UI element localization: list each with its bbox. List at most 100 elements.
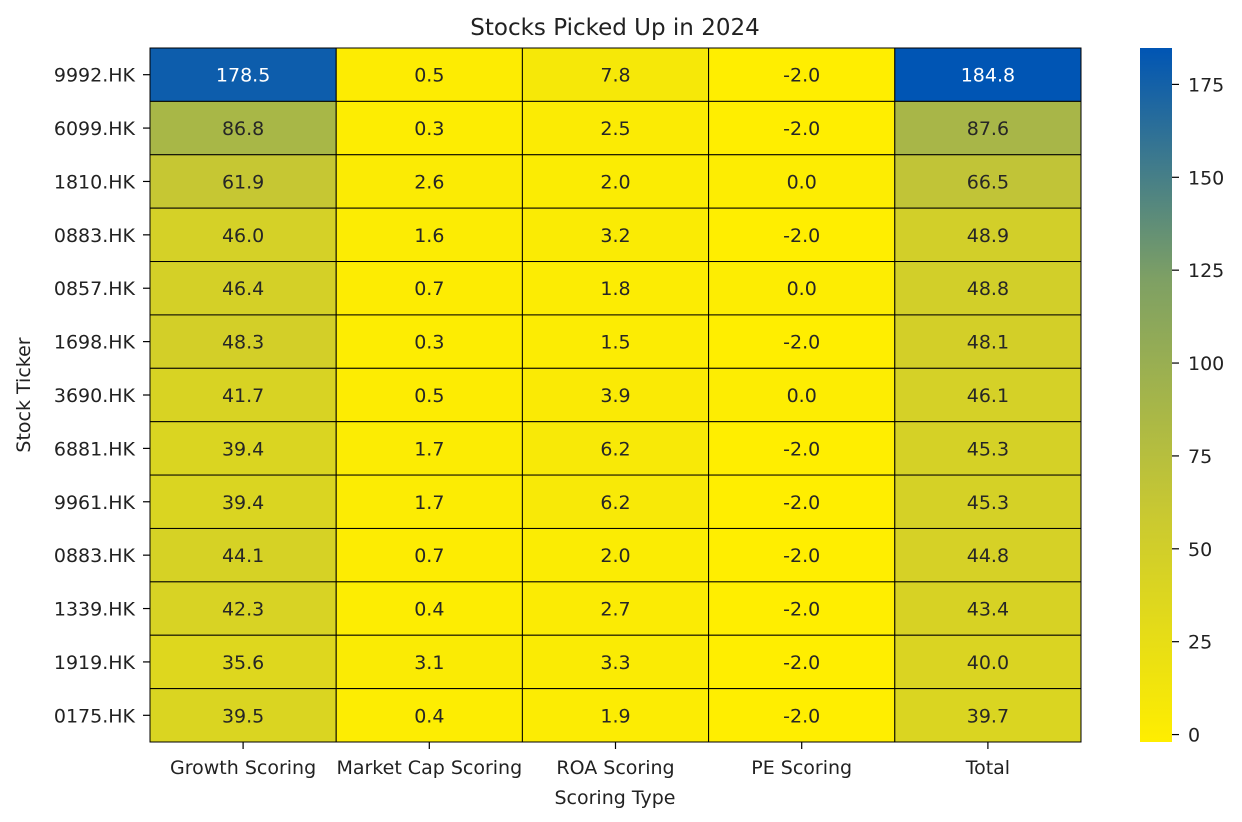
heatmap-cell (708, 688, 896, 743)
cell-value-label: 44.8 (967, 545, 1009, 567)
heatmap-cell (335, 207, 523, 263)
heatmap-cell (335, 47, 523, 102)
y-tick-label: 1810.HK (54, 171, 136, 193)
cell-value-label: 86.8 (222, 118, 264, 140)
chart-title: Stocks Picked Up in 2024 (470, 15, 759, 41)
cell-value-label: 0.7 (414, 278, 444, 300)
cell-value-label: 87.6 (967, 118, 1009, 140)
cell-value-label: 2.5 (600, 118, 630, 140)
heatmap-cell (894, 261, 1082, 316)
heatmap-cell (521, 100, 710, 156)
cell-value-label: 66.5 (967, 171, 1009, 193)
colorbar-tick-label: 125 (1188, 260, 1224, 282)
cell-value-label: 0.5 (414, 65, 444, 87)
cell-value-label: -2.0 (783, 332, 820, 354)
cell-value-label: 35.6 (222, 652, 264, 674)
cell-value-label: 3.1 (414, 652, 444, 674)
heatmap-cell (335, 634, 523, 690)
heatmap-cell (521, 154, 710, 209)
cell-value-label: 41.7 (222, 385, 264, 407)
y-tick-label: 0883.HK (54, 225, 136, 247)
cell-value-label: 44.1 (222, 545, 264, 567)
y-tick-label: 9992.HK (54, 65, 136, 87)
heatmap-cell (708, 47, 896, 102)
heatmap-cell (149, 261, 337, 316)
cell-value-label: 1.7 (414, 492, 444, 514)
cell-value-label: 2.7 (600, 599, 630, 621)
heatmap-cell (149, 367, 337, 423)
heatmap-cell (894, 581, 1082, 636)
colorbar-tick-label: 0 (1188, 725, 1200, 747)
cell-value-label: 61.9 (222, 171, 264, 193)
cell-value-label: -2.0 (783, 118, 820, 140)
colorbar-tick-label: 75 (1188, 446, 1212, 468)
cell-value-label: 43.4 (967, 599, 1009, 621)
cell-value-label: 3.3 (600, 652, 630, 674)
heatmap-cells: 178.5 0.5 7.8 -2.0 184.8 86.8 0.3 2.5 -2.0 87.6 61… (149, 47, 1082, 743)
y-tick-label: 6881.HK (54, 438, 136, 460)
x-axis-label: Scoring Type (554, 787, 675, 809)
heatmap-cell (521, 474, 710, 529)
cell-value-label: 178.5 (216, 65, 270, 87)
heatmap-cell (894, 367, 1082, 423)
heatmap-cell (335, 261, 523, 316)
cell-value-label: 0.5 (414, 385, 444, 407)
colorbar-tick-label: 25 (1188, 632, 1212, 654)
cell-value-label: -2.0 (783, 65, 820, 87)
cell-value-label: 1.6 (414, 225, 444, 247)
heatmap-cell (708, 207, 896, 263)
heatmap-cell (894, 100, 1082, 156)
heatmap-cell (894, 474, 1082, 529)
heatmap-cell (521, 581, 710, 636)
cell-value-label: 2.0 (600, 171, 630, 193)
cell-value-label: 1.9 (600, 705, 630, 727)
y-tick-label: 9961.HK (54, 492, 136, 514)
colorbar-tick-label: 150 (1188, 167, 1224, 189)
heatmap-cell (708, 581, 896, 636)
cell-value-label: 0.3 (414, 118, 444, 140)
heatmap-cell (335, 421, 523, 476)
cell-value-label: 46.4 (222, 278, 264, 300)
cell-value-label: -2.0 (783, 492, 820, 514)
cell-value-label: 1.8 (600, 278, 630, 300)
cell-value-label: 40.0 (967, 652, 1009, 674)
cell-value-label: 48.8 (967, 278, 1009, 300)
colorbar-tick-label: 50 (1188, 539, 1212, 561)
cell-value-label: 184.8 (961, 65, 1015, 87)
cell-value-label: 42.3 (222, 599, 264, 621)
cell-value-label: -2.0 (783, 705, 820, 727)
cell-value-label: 6.2 (600, 492, 630, 514)
x-tick-label: PE Scoring (751, 757, 852, 779)
cell-value-label: 39.4 (222, 438, 264, 460)
cell-value-label: -2.0 (783, 599, 820, 621)
heatmap-cell (894, 421, 1082, 476)
heatmap-cell (521, 314, 710, 369)
heatmap-cell (894, 154, 1082, 209)
colorbar-tick-label: 175 (1188, 74, 1224, 96)
cell-value-label: 46.1 (967, 385, 1009, 407)
heatmap-cell (894, 47, 1082, 102)
cell-value-label: 48.3 (222, 332, 264, 354)
cell-value-label: 39.7 (967, 705, 1009, 727)
heatmap-cell (149, 47, 337, 102)
cell-value-label: 0.4 (414, 599, 444, 621)
cell-value-label: 39.5 (222, 705, 264, 727)
heatmap-cell (149, 100, 337, 156)
cell-value-label: 0.0 (787, 171, 817, 193)
cell-value-label: 0.0 (787, 385, 817, 407)
cell-value-label: 0.3 (414, 332, 444, 354)
cell-value-label: -2.0 (783, 438, 820, 460)
heatmap-cell (521, 207, 710, 263)
heatmap-cell (149, 581, 337, 636)
cell-value-label: 6.2 (600, 438, 630, 460)
x-tick-label: Total (965, 757, 1010, 779)
heatmap-cell (335, 154, 523, 209)
cell-value-label: 3.2 (600, 225, 630, 247)
heatmap-cell (149, 688, 337, 743)
cell-value-label: 0.7 (414, 545, 444, 567)
heatmap-cell (708, 314, 896, 369)
cell-value-label: 2.6 (414, 171, 444, 193)
cell-value-label: -2.0 (783, 652, 820, 674)
cell-value-label: -2.0 (783, 545, 820, 567)
